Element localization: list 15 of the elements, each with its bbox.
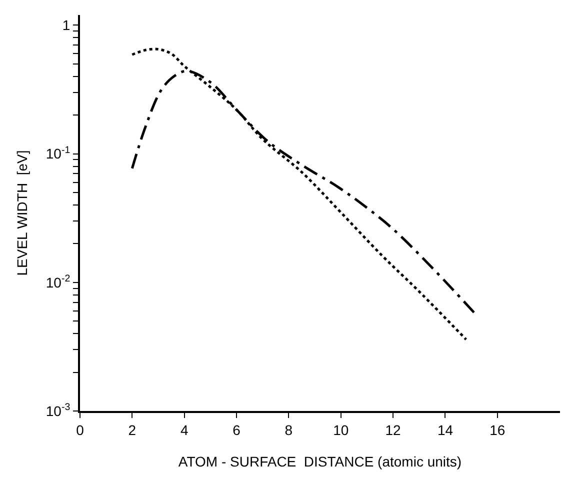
y-tick-label: 10$^{-2}$ xyxy=(46,273,70,290)
x-tick-label: 8 xyxy=(284,422,293,438)
x-tick-label: 6 xyxy=(232,422,241,438)
x-tick-label: 4 xyxy=(180,422,188,438)
x-tick-label: 14 xyxy=(437,422,454,438)
x-tick-label: 2 xyxy=(128,422,136,438)
y-tick-label: 1 xyxy=(62,17,70,34)
x-axis-title: ATOM - SURFACE DISTANCE (atomic units) xyxy=(178,454,462,470)
y-tick-label: 10$^{-3}$ xyxy=(46,402,71,419)
x-tick-label: 0 xyxy=(76,422,84,438)
x-tick-label: 10 xyxy=(333,422,349,438)
y-tick-label: 10$^{-1}$ xyxy=(46,144,70,162)
x-tick-label: 16 xyxy=(490,422,506,438)
x-tick-label: 12 xyxy=(385,422,402,438)
y-axis-title: LEVEL WIDTH [eV] xyxy=(14,150,30,276)
